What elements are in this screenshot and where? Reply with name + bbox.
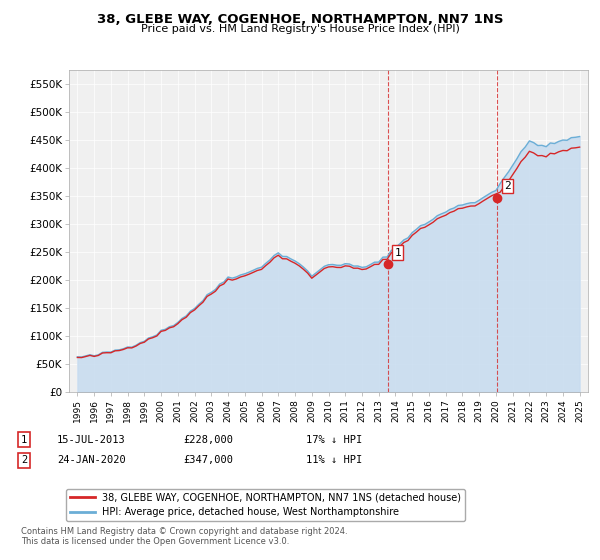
Text: 1: 1 xyxy=(394,248,401,258)
Text: 2: 2 xyxy=(504,181,511,191)
Text: 11% ↓ HPI: 11% ↓ HPI xyxy=(306,455,362,465)
Text: 38, GLEBE WAY, COGENHOE, NORTHAMPTON, NN7 1NS: 38, GLEBE WAY, COGENHOE, NORTHAMPTON, NN… xyxy=(97,13,503,26)
Legend: 38, GLEBE WAY, COGENHOE, NORTHAMPTON, NN7 1NS (detached house), HPI: Average pri: 38, GLEBE WAY, COGENHOE, NORTHAMPTON, NN… xyxy=(67,488,465,521)
Text: 1: 1 xyxy=(21,435,27,445)
Text: £228,000: £228,000 xyxy=(183,435,233,445)
Text: 17% ↓ HPI: 17% ↓ HPI xyxy=(306,435,362,445)
Text: Price paid vs. HM Land Registry's House Price Index (HPI): Price paid vs. HM Land Registry's House … xyxy=(140,24,460,34)
Text: 2: 2 xyxy=(21,455,27,465)
Text: Contains HM Land Registry data © Crown copyright and database right 2024.
This d: Contains HM Land Registry data © Crown c… xyxy=(21,526,347,546)
Text: 24-JAN-2020: 24-JAN-2020 xyxy=(57,455,126,465)
Text: 15-JUL-2013: 15-JUL-2013 xyxy=(57,435,126,445)
Text: £347,000: £347,000 xyxy=(183,455,233,465)
